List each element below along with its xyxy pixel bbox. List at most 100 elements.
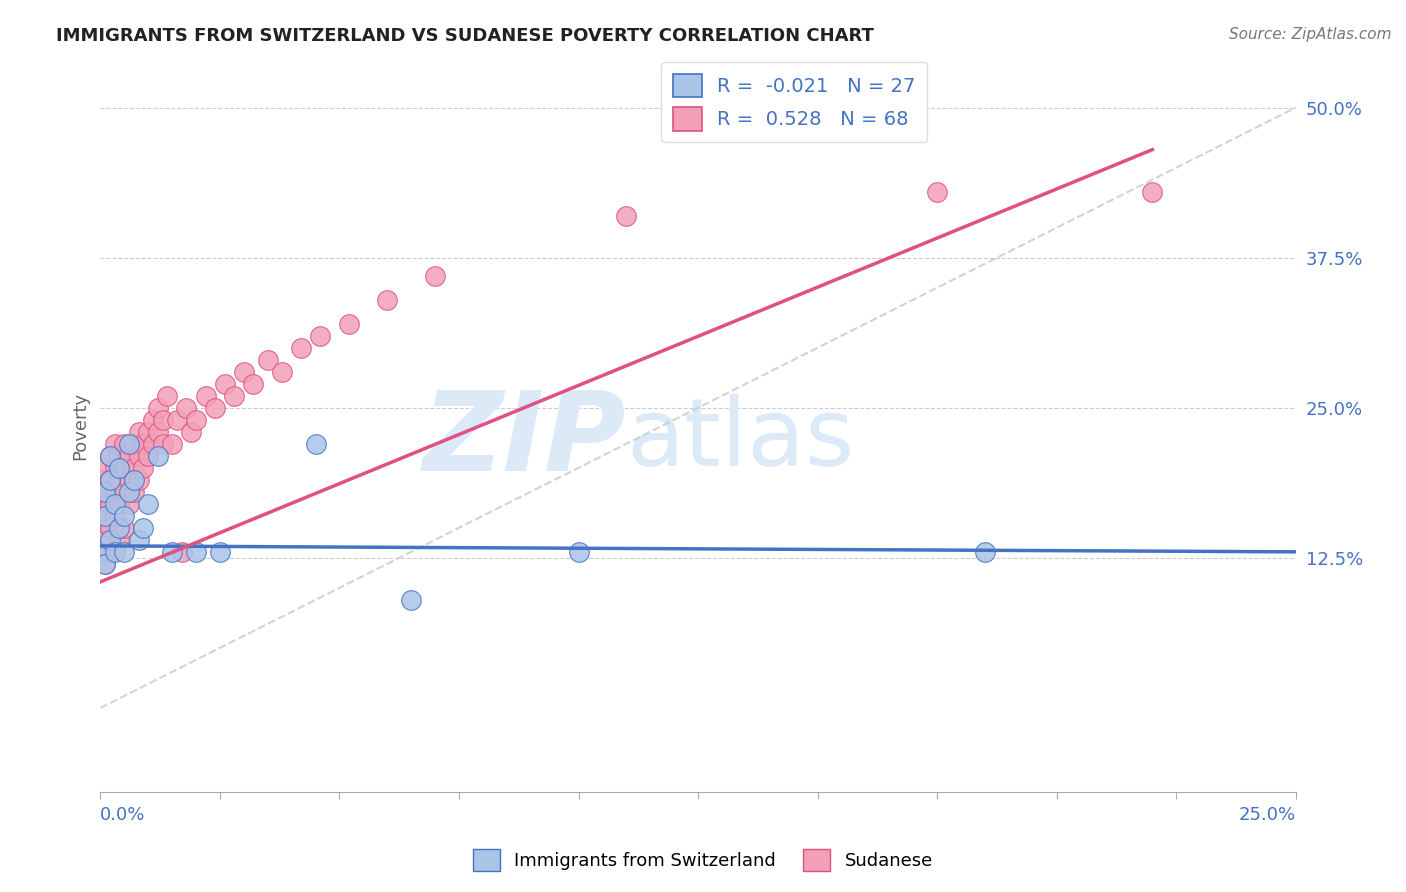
- Point: [104, 497, 127, 511]
- Point: [271, 365, 294, 379]
- Point: [132, 437, 155, 451]
- Point: [104, 545, 127, 559]
- Point: [98, 449, 121, 463]
- Text: 0.0%: 0.0%: [100, 806, 146, 824]
- Point: [98, 449, 121, 463]
- Point: [146, 449, 169, 463]
- Point: [256, 352, 278, 367]
- Point: [160, 437, 183, 451]
- Point: [118, 449, 141, 463]
- Point: [118, 497, 141, 511]
- Point: [94, 508, 117, 523]
- Point: [232, 365, 254, 379]
- Point: [399, 593, 422, 607]
- Point: [94, 533, 117, 547]
- Point: [128, 533, 150, 547]
- Point: [89, 521, 111, 535]
- Point: [567, 545, 589, 559]
- Point: [142, 437, 165, 451]
- Text: ZIP: ZIP: [423, 387, 626, 494]
- Point: [337, 317, 360, 331]
- Point: [104, 437, 127, 451]
- Legend: R =  -0.021   N = 27, R =  0.528   N = 68: R = -0.021 N = 27, R = 0.528 N = 68: [661, 62, 928, 143]
- Point: [309, 328, 332, 343]
- Point: [89, 545, 111, 559]
- Point: [176, 401, 198, 415]
- Point: [128, 425, 150, 439]
- Point: [108, 473, 131, 487]
- Point: [974, 545, 997, 559]
- Point: [224, 389, 246, 403]
- Point: [142, 413, 165, 427]
- Point: [375, 293, 398, 307]
- Point: [122, 437, 145, 451]
- Point: [98, 521, 121, 535]
- Point: [98, 473, 121, 487]
- Point: [927, 185, 949, 199]
- Point: [104, 460, 127, 475]
- Point: [108, 533, 131, 547]
- Point: [146, 425, 169, 439]
- Point: [132, 460, 155, 475]
- Point: [98, 497, 121, 511]
- Point: [94, 557, 117, 571]
- Point: [128, 473, 150, 487]
- Point: [118, 473, 141, 487]
- Text: atlas: atlas: [626, 394, 855, 486]
- Point: [89, 545, 111, 559]
- Point: [136, 425, 159, 439]
- Point: [136, 497, 159, 511]
- Point: [184, 413, 207, 427]
- Point: [208, 545, 231, 559]
- Point: [118, 484, 141, 499]
- Point: [184, 545, 207, 559]
- Point: [108, 449, 131, 463]
- Point: [94, 460, 117, 475]
- Point: [423, 268, 446, 283]
- Point: [89, 473, 111, 487]
- Point: [98, 545, 121, 559]
- Point: [146, 401, 169, 415]
- Point: [122, 484, 145, 499]
- Point: [108, 497, 131, 511]
- Text: IMMIGRANTS FROM SWITZERLAND VS SUDANESE POVERTY CORRELATION CHART: IMMIGRANTS FROM SWITZERLAND VS SUDANESE …: [56, 27, 875, 45]
- Legend: Immigrants from Switzerland, Sudanese: Immigrants from Switzerland, Sudanese: [465, 842, 941, 879]
- Point: [166, 413, 188, 427]
- Text: Source: ZipAtlas.com: Source: ZipAtlas.com: [1229, 27, 1392, 42]
- Point: [152, 437, 174, 451]
- Point: [214, 376, 236, 391]
- Point: [98, 473, 121, 487]
- Point: [94, 484, 117, 499]
- Point: [136, 449, 159, 463]
- Point: [112, 437, 135, 451]
- Point: [194, 389, 217, 403]
- Point: [118, 437, 141, 451]
- Point: [122, 473, 145, 487]
- Point: [290, 341, 312, 355]
- Point: [1142, 185, 1164, 199]
- Point: [180, 425, 202, 439]
- Y-axis label: Poverty: Poverty: [72, 392, 89, 460]
- Point: [304, 437, 326, 451]
- Point: [122, 460, 145, 475]
- Point: [98, 533, 121, 547]
- Text: 25.0%: 25.0%: [1239, 806, 1296, 824]
- Point: [128, 449, 150, 463]
- Point: [242, 376, 264, 391]
- Point: [156, 389, 179, 403]
- Point: [108, 521, 131, 535]
- Point: [160, 545, 183, 559]
- Point: [108, 460, 131, 475]
- Point: [112, 460, 135, 475]
- Point: [94, 508, 117, 523]
- Point: [104, 508, 127, 523]
- Point: [170, 545, 193, 559]
- Point: [112, 508, 135, 523]
- Point: [204, 401, 226, 415]
- Point: [614, 209, 637, 223]
- Point: [89, 497, 111, 511]
- Point: [94, 557, 117, 571]
- Point: [104, 484, 127, 499]
- Point: [132, 521, 155, 535]
- Point: [112, 521, 135, 535]
